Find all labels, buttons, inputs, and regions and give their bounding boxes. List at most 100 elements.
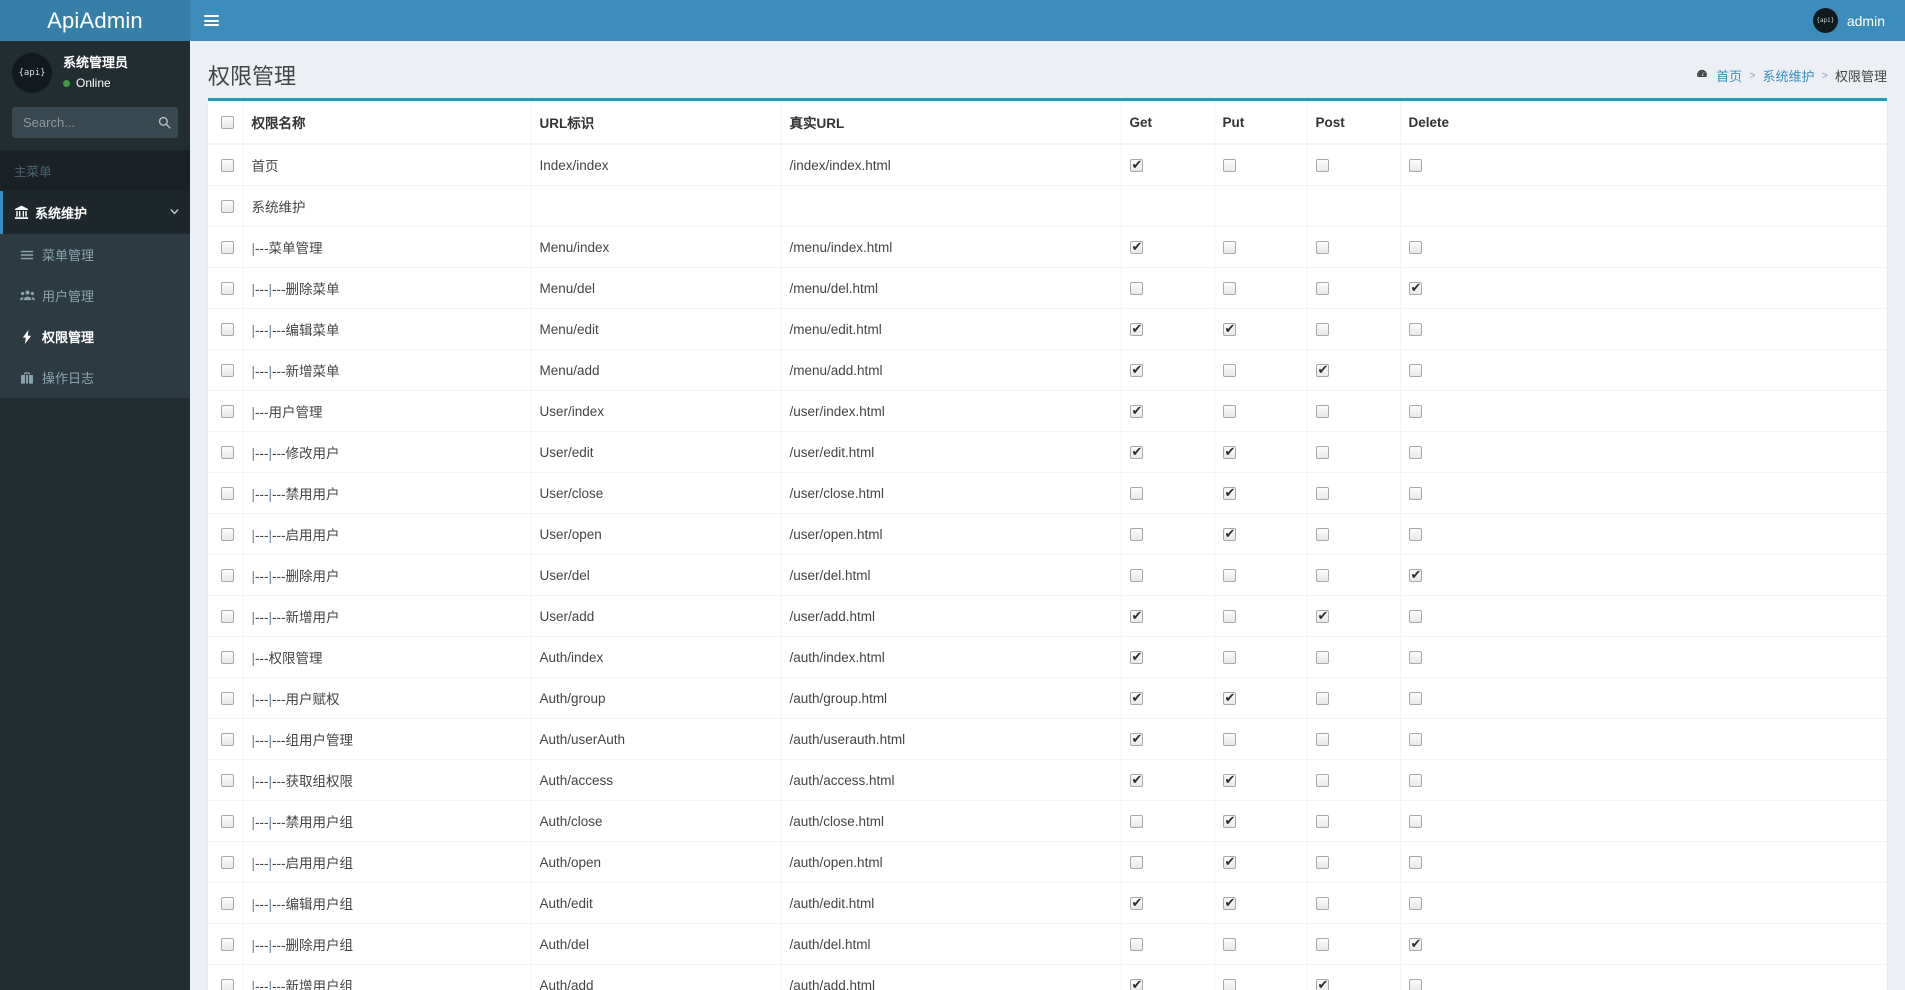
put-checkbox[interactable] <box>1222 894 1237 913</box>
delete-checkbox[interactable] <box>1408 856 1422 870</box>
sidebar-item-user-management-link[interactable]: 用户管理 <box>0 275 190 316</box>
sidebar-item-operation-log-link[interactable]: 操作日志 <box>0 357 190 398</box>
put-checkbox[interactable] <box>1222 405 1236 419</box>
row-select-checkbox[interactable] <box>221 364 234 378</box>
get-checkbox[interactable] <box>1129 815 1143 829</box>
delete-checkbox[interactable] <box>1408 446 1422 460</box>
post-checkbox[interactable] <box>1315 361 1330 380</box>
breadcrumb-item-home[interactable]: 首页 <box>1716 69 1743 84</box>
sidebar-item-system-maintenance[interactable]: 系统维护 <box>0 191 190 398</box>
put-checkbox[interactable] <box>1222 733 1236 747</box>
post-checkbox[interactable] <box>1315 856 1329 870</box>
delete-checkbox[interactable] <box>1408 323 1422 337</box>
get-checkbox[interactable] <box>1129 771 1144 790</box>
brand-logo[interactable]: ApiAdmin <box>0 0 190 41</box>
row-select-checkbox[interactable] <box>221 938 234 952</box>
delete-checkbox[interactable] <box>1408 566 1423 585</box>
put-checkbox[interactable] <box>1222 569 1236 583</box>
delete-checkbox[interactable] <box>1408 487 1422 501</box>
delete-checkbox[interactable] <box>1408 692 1422 706</box>
get-checkbox[interactable] <box>1129 607 1144 626</box>
post-checkbox[interactable] <box>1315 446 1329 460</box>
row-select-checkbox[interactable] <box>221 159 234 173</box>
get-checkbox[interactable] <box>1129 528 1143 542</box>
delete-checkbox[interactable] <box>1408 279 1423 298</box>
put-checkbox[interactable] <box>1222 853 1237 872</box>
row-select-checkbox[interactable] <box>221 487 234 501</box>
breadcrumb-item-system-maintenance[interactable]: 系统维护 <box>1762 69 1815 84</box>
row-select-checkbox[interactable] <box>221 979 234 990</box>
row-select-checkbox[interactable] <box>221 774 234 788</box>
sidebar-item-system-maintenance-link[interactable]: 系统维护 <box>0 191 190 234</box>
put-checkbox[interactable] <box>1222 241 1236 255</box>
put-checkbox[interactable] <box>1222 651 1236 665</box>
post-checkbox[interactable] <box>1315 282 1329 296</box>
put-checkbox[interactable] <box>1222 443 1237 462</box>
get-checkbox[interactable] <box>1129 689 1144 708</box>
get-checkbox[interactable] <box>1129 648 1144 667</box>
put-checkbox[interactable] <box>1222 159 1236 173</box>
put-checkbox[interactable] <box>1222 979 1236 990</box>
get-checkbox[interactable] <box>1129 156 1144 175</box>
post-checkbox[interactable] <box>1315 897 1329 911</box>
delete-checkbox[interactable] <box>1408 651 1422 665</box>
row-select-checkbox[interactable] <box>221 897 234 911</box>
delete-checkbox[interactable] <box>1408 979 1422 990</box>
post-checkbox[interactable] <box>1315 651 1329 665</box>
row-select-checkbox[interactable] <box>221 405 234 419</box>
get-checkbox[interactable] <box>1129 730 1144 749</box>
post-checkbox[interactable] <box>1315 607 1330 626</box>
sidebar-item-menu-management[interactable]: 菜单管理 <box>0 234 190 275</box>
post-checkbox[interactable] <box>1315 487 1329 501</box>
get-checkbox[interactable] <box>1129 443 1144 462</box>
post-checkbox[interactable] <box>1315 938 1329 952</box>
post-checkbox[interactable] <box>1315 815 1329 829</box>
get-checkbox[interactable] <box>1129 320 1144 339</box>
sidebar-item-permission-management-link[interactable]: 权限管理 <box>0 316 190 357</box>
row-select-checkbox[interactable] <box>221 610 234 624</box>
get-checkbox[interactable] <box>1129 238 1144 257</box>
post-checkbox[interactable] <box>1315 692 1329 706</box>
select-all-checkbox[interactable] <box>221 116 234 130</box>
delete-checkbox[interactable] <box>1408 815 1422 829</box>
put-checkbox[interactable] <box>1222 771 1237 790</box>
delete-checkbox[interactable] <box>1408 610 1422 624</box>
put-checkbox[interactable] <box>1222 320 1237 339</box>
get-checkbox[interactable] <box>1129 282 1143 296</box>
row-select-checkbox[interactable] <box>221 241 234 255</box>
row-select-checkbox[interactable] <box>221 446 234 460</box>
get-checkbox[interactable] <box>1129 361 1144 380</box>
put-checkbox[interactable] <box>1222 610 1236 624</box>
row-select-checkbox[interactable] <box>221 200 234 214</box>
post-checkbox[interactable] <box>1315 976 1330 990</box>
put-checkbox[interactable] <box>1222 484 1237 503</box>
post-checkbox[interactable] <box>1315 569 1329 583</box>
navbar-user-menu[interactable]: {api} admin <box>1812 8 1890 33</box>
delete-checkbox[interactable] <box>1408 774 1422 788</box>
get-checkbox[interactable] <box>1129 856 1143 870</box>
row-select-checkbox[interactable] <box>221 651 234 665</box>
post-checkbox[interactable] <box>1315 733 1329 747</box>
search-icon[interactable] <box>158 108 171 137</box>
delete-checkbox[interactable] <box>1408 241 1422 255</box>
put-checkbox[interactable] <box>1222 689 1237 708</box>
sidebar-item-operation-log[interactable]: 操作日志 <box>0 357 190 398</box>
post-checkbox[interactable] <box>1315 774 1329 788</box>
get-checkbox[interactable] <box>1129 894 1144 913</box>
sidebar-item-menu-management-link[interactable]: 菜单管理 <box>0 234 190 275</box>
post-checkbox[interactable] <box>1315 405 1329 419</box>
row-select-checkbox[interactable] <box>221 528 234 542</box>
delete-checkbox[interactable] <box>1408 897 1422 911</box>
row-select-checkbox[interactable] <box>221 815 234 829</box>
put-checkbox[interactable] <box>1222 938 1236 952</box>
delete-checkbox[interactable] <box>1408 528 1422 542</box>
delete-checkbox[interactable] <box>1408 935 1423 954</box>
post-checkbox[interactable] <box>1315 241 1329 255</box>
get-checkbox[interactable] <box>1129 402 1144 421</box>
row-select-checkbox[interactable] <box>221 692 234 706</box>
get-checkbox[interactable] <box>1129 976 1144 990</box>
row-select-checkbox[interactable] <box>221 569 234 583</box>
post-checkbox[interactable] <box>1315 323 1329 337</box>
put-checkbox[interactable] <box>1222 525 1237 544</box>
sidebar-item-permission-management[interactable]: 权限管理 <box>0 316 190 357</box>
